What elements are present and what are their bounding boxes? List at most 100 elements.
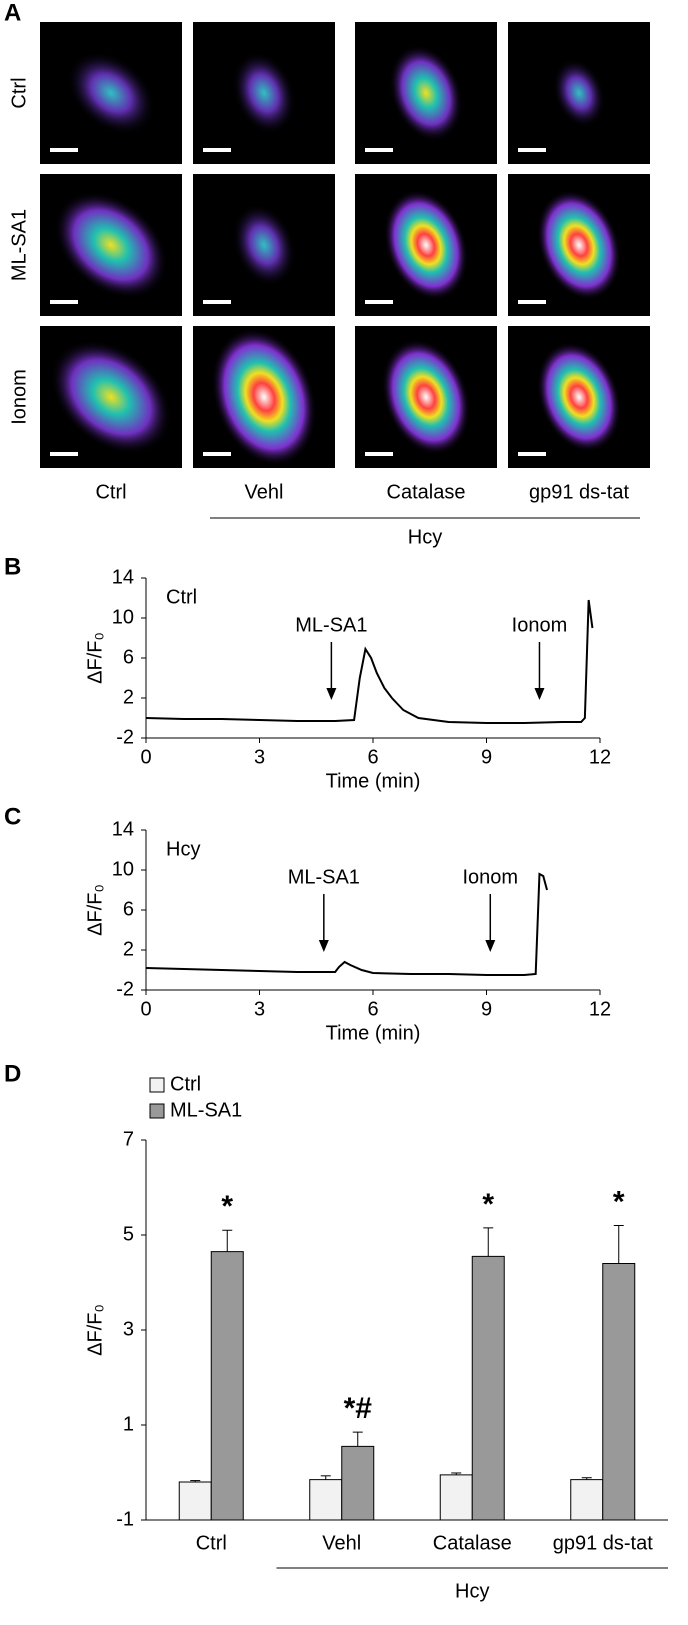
arrow-head <box>318 940 329 952</box>
scale-bar <box>203 452 231 456</box>
micrographs <box>40 22 650 468</box>
trace <box>145 872 548 976</box>
scale-bar <box>365 452 393 456</box>
bar <box>439 1474 473 1521</box>
x-tick-label: 12 <box>589 998 611 1020</box>
scale-bar <box>50 148 78 152</box>
bar <box>178 1481 212 1521</box>
trace <box>145 599 594 724</box>
cell-signal <box>232 51 296 135</box>
cell-signal <box>54 191 168 299</box>
x-tick-label: 9 <box>481 746 492 768</box>
x-axis-label: Time (min) <box>326 770 421 792</box>
cell-signal <box>66 51 156 135</box>
x-tick-label: 9 <box>481 998 492 1020</box>
annotation: ML-SA1 <box>288 866 360 888</box>
legend-label: Ctrl <box>170 1073 201 1095</box>
y-tick-label: 2 <box>123 686 134 708</box>
cell-signal <box>536 341 622 453</box>
y-tick-label: -1 <box>116 1508 134 1530</box>
y-tick-label: 2 <box>123 938 134 960</box>
y-tick-label: 5 <box>123 1223 134 1245</box>
cell-signal <box>389 44 463 142</box>
x-tick-label: 6 <box>367 998 378 1020</box>
significance: *# <box>344 1392 373 1425</box>
scale-bar <box>50 452 78 456</box>
legend-swatch <box>149 1103 165 1119</box>
scale-bar <box>518 300 546 304</box>
legend-label: ML-SA1 <box>170 1099 242 1121</box>
significance: * <box>613 1185 625 1218</box>
legend-swatch <box>149 1077 165 1093</box>
cell-signal <box>552 58 606 128</box>
y-axis-label: ΔF/F₀ <box>84 1304 106 1356</box>
x-tick-label: 0 <box>140 998 151 1020</box>
y-tick-label: 6 <box>123 646 134 668</box>
y-tick-label: -2 <box>116 726 134 748</box>
x-tick-label: 12 <box>589 746 611 768</box>
scale-bar <box>203 148 231 152</box>
column-label: gp91 ds-tat <box>529 481 630 503</box>
x-tick-label: Catalase <box>433 1532 512 1554</box>
scale-bar <box>518 452 546 456</box>
x-tick-label: Vehl <box>322 1532 361 1554</box>
scale-bar <box>365 148 393 152</box>
annotation: Ionom <box>512 614 568 636</box>
significance: * <box>221 1190 233 1223</box>
x-tick-label: 0 <box>140 746 151 768</box>
scale-bar <box>365 300 393 304</box>
y-tick-label: -2 <box>116 978 134 1000</box>
row-label: Ionom <box>8 369 30 425</box>
inset-label: Hcy <box>166 838 200 860</box>
group-label: Hcy <box>455 1580 489 1602</box>
panel-label: C <box>4 803 21 830</box>
x-axis-label: Time (min) <box>326 1022 421 1044</box>
x-tick-label: gp91 ds-tat <box>553 1532 654 1554</box>
y-tick-label: 14 <box>112 818 134 840</box>
y-tick-label: 7 <box>123 1128 134 1150</box>
bar <box>309 1479 343 1521</box>
scale-bar <box>518 148 546 152</box>
bar <box>602 1263 636 1521</box>
arrow-head <box>534 688 545 700</box>
column-label: Catalase <box>387 481 466 503</box>
cell-signal <box>232 203 296 287</box>
y-axis-label: ΔF/F₀ <box>84 632 106 684</box>
cell-signal <box>50 339 172 455</box>
annotation: Ionom <box>462 866 518 888</box>
y-tick-label: 10 <box>112 858 134 880</box>
annotation: ML-SA1 <box>295 614 367 636</box>
bar <box>471 1255 505 1521</box>
arrow-head <box>326 688 337 700</box>
significance: * <box>482 1188 494 1221</box>
cell-signal <box>381 339 471 455</box>
y-tick-label: 10 <box>112 606 134 628</box>
row-label: Ctrl <box>8 77 30 108</box>
row-label: ML-SA1 <box>8 209 30 281</box>
x-tick-label: 3 <box>254 998 265 1020</box>
y-tick-label: 14 <box>112 566 134 588</box>
cell-signal <box>536 189 622 301</box>
cell-signal <box>383 189 469 301</box>
bar <box>210 1251 244 1521</box>
panel-label: A <box>4 0 21 26</box>
inset-label: Ctrl <box>166 586 197 608</box>
scale-bar <box>203 300 231 304</box>
y-tick-label: 1 <box>123 1413 134 1435</box>
bar <box>570 1479 604 1521</box>
column-label: Ctrl <box>95 481 126 503</box>
y-tick-label: 6 <box>123 898 134 920</box>
group-label: Hcy <box>408 526 442 548</box>
x-tick-label: 6 <box>367 746 378 768</box>
y-tick-label: 3 <box>123 1318 134 1340</box>
panel-label: B <box>4 553 21 580</box>
panel-label: D <box>4 1060 21 1087</box>
column-label: Vehl <box>245 481 284 503</box>
x-tick-label: 3 <box>254 746 265 768</box>
y-axis-label: ΔF/F₀ <box>84 884 106 936</box>
cell-signal <box>211 328 317 466</box>
bar <box>341 1445 375 1521</box>
scale-bar <box>50 300 78 304</box>
arrow-head <box>485 940 496 952</box>
x-tick-label: Ctrl <box>196 1532 227 1554</box>
